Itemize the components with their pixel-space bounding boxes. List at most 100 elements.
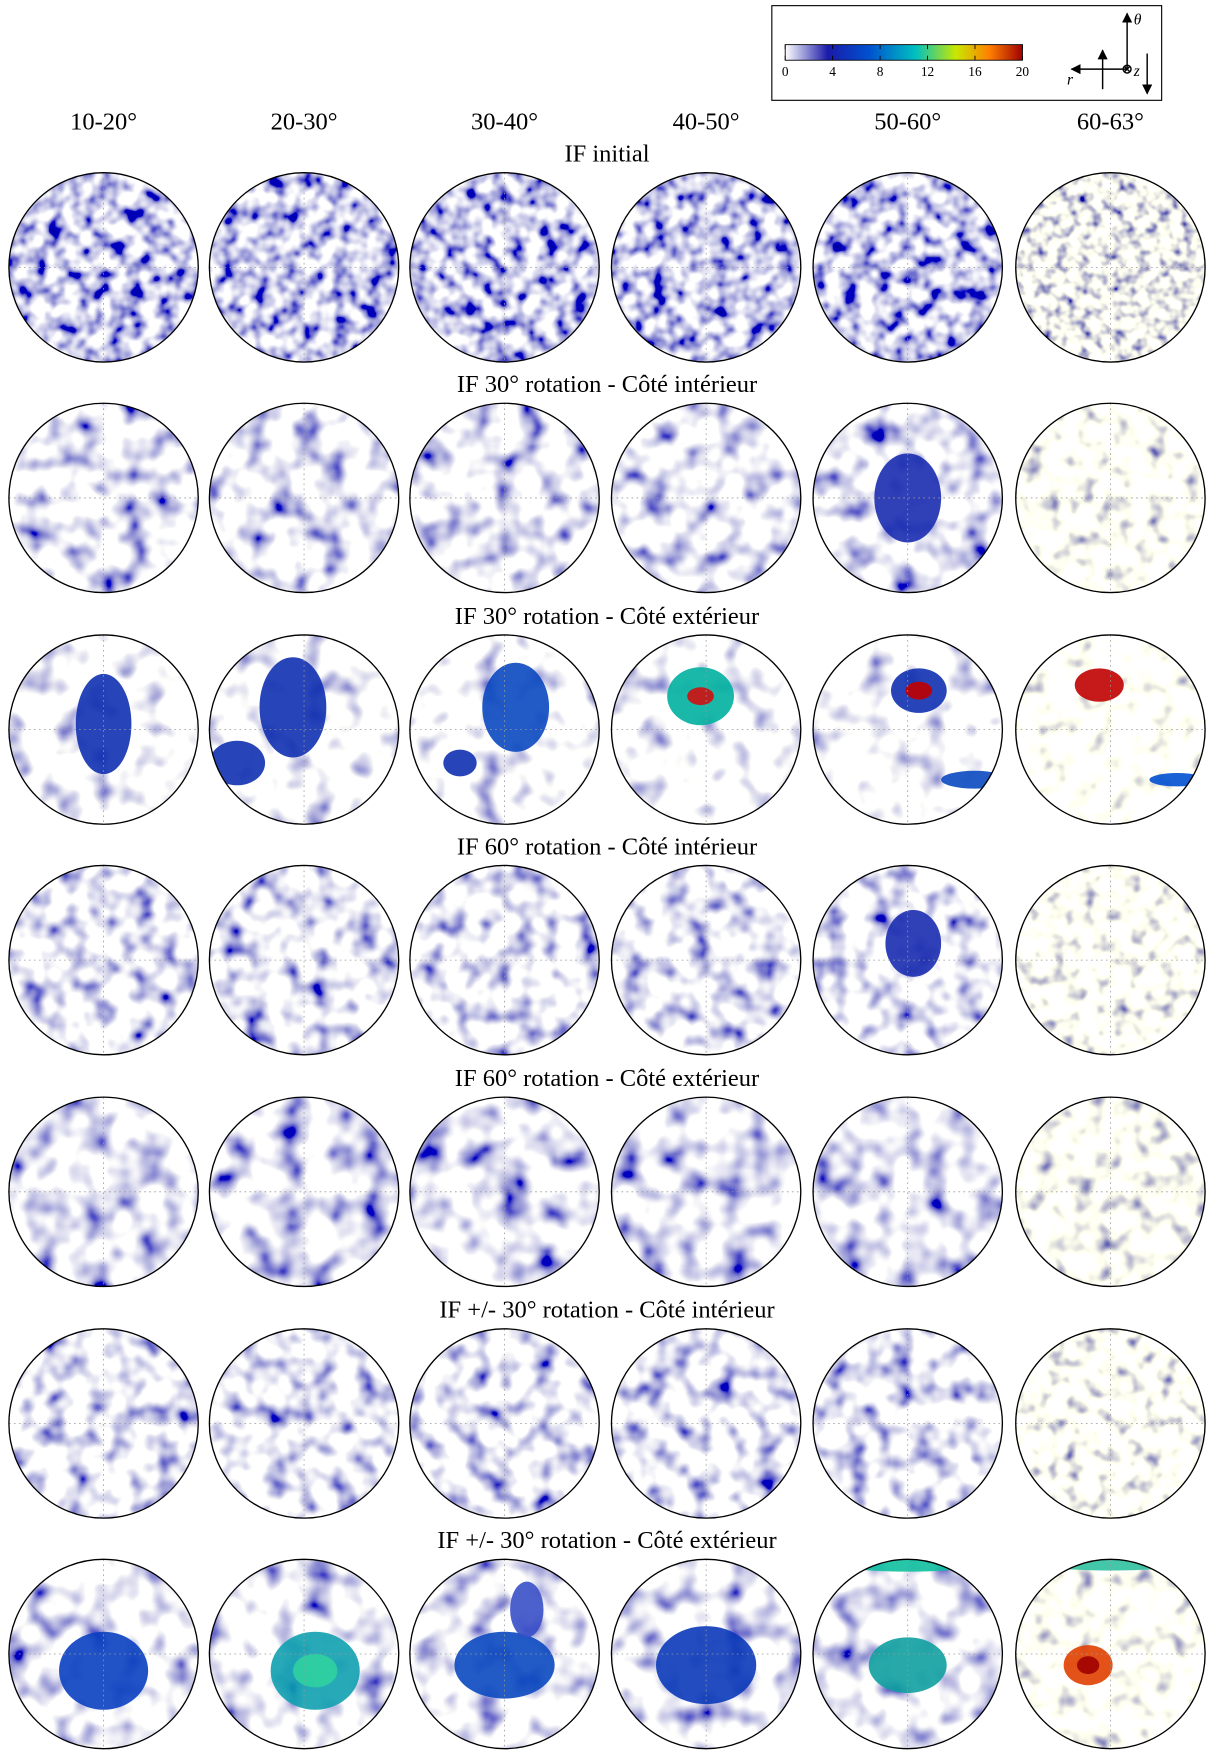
pole-figure-outline [208, 402, 400, 594]
pole-figure [1015, 403, 1206, 593]
intensity-spot [874, 453, 942, 543]
intensity-spot [482, 662, 550, 752]
pole-figure-outline [409, 172, 600, 363]
intensity-spot [75, 673, 132, 775]
axes-icon [1070, 12, 1153, 95]
pole-figure [409, 403, 600, 593]
pole-figure-outline [812, 1096, 1004, 1288]
pole-figure-outline [812, 634, 1004, 825]
column-label: 30-40° [471, 108, 538, 135]
pole-figure [611, 1097, 801, 1287]
pole-figure-outline [812, 172, 1004, 363]
pole-figure-outline [8, 402, 199, 594]
pole-figure-outline [409, 1328, 600, 1519]
pole-figure [1015, 1328, 1206, 1519]
pole-figure-outline [1015, 172, 1206, 363]
row-title: IF +/- 30° rotation - Côté intérieur [439, 1297, 774, 1324]
pole-figure [1015, 172, 1206, 363]
pole-figure-outline [812, 1558, 1004, 1750]
pole-figure-outline [8, 1096, 199, 1288]
pole-figure [8, 1097, 199, 1287]
pole-figure-outline [1015, 634, 1206, 825]
intensity-spot [885, 910, 942, 977]
pole-figure [611, 634, 801, 825]
pole-figure [813, 1097, 1003, 1287]
pole-figure-outline [610, 864, 802, 1056]
pole-figure-outline [409, 864, 600, 1056]
intensity-spot [443, 749, 477, 777]
pole-figure [813, 634, 1003, 825]
pole-figure-outline [409, 1096, 600, 1288]
pole-figure [1015, 1559, 1206, 1749]
pole-figure-outline [208, 1328, 400, 1519]
pole-figure [611, 1559, 801, 1749]
pole-figure [209, 634, 399, 825]
pole-figure-outline [610, 1558, 802, 1750]
pole-figure [611, 403, 801, 593]
intensity-spot [687, 687, 714, 706]
intensity-spot [1077, 1656, 1100, 1675]
pole-figure-outline [208, 1558, 400, 1750]
pole-figure [209, 403, 399, 593]
pole-figure-outline [409, 634, 600, 825]
pole-figure [611, 1328, 801, 1519]
intensity-spot [292, 1654, 338, 1688]
r-label: r [1067, 72, 1074, 89]
row-title: IF 30° rotation - Côté extérieur [455, 603, 759, 630]
pole-figure [209, 1097, 399, 1287]
pole-figure [1015, 1097, 1206, 1287]
colorbar [784, 44, 1023, 61]
pole-figure-outline [610, 1328, 802, 1519]
pole-figure-outline [8, 864, 199, 1056]
pole-figure [209, 1559, 399, 1749]
pole-figure [813, 403, 1003, 593]
pole-figure [409, 634, 600, 825]
row-title: IF initial [564, 141, 649, 168]
intensity-spot [905, 681, 933, 700]
pole-figure [209, 865, 399, 1055]
pole-figure-outline [812, 1328, 1004, 1519]
pole-figure [8, 1328, 199, 1519]
pole-figure [813, 1559, 1003, 1749]
pole-figure [1015, 865, 1206, 1055]
row-title: IF 60° rotation - Côté extérieur [455, 1065, 759, 1092]
pole-figure-outline [208, 172, 400, 363]
intensity-spot [941, 770, 1003, 789]
intensity-spot [259, 657, 327, 758]
pole-figure-outline [610, 634, 802, 825]
pole-figure [8, 172, 199, 363]
pole-figure [409, 865, 600, 1055]
colorbar-tick-label: 16 [968, 64, 982, 79]
pole-figure-outline [8, 1328, 199, 1519]
pole-figure [611, 865, 801, 1055]
pole-figure-outline [812, 864, 1004, 1056]
row-title: IF 60° rotation - Côté intérieur [457, 833, 757, 860]
pole-figure-outline [208, 864, 400, 1056]
intensity-spot [510, 1581, 544, 1638]
pole-figure-outline [1015, 864, 1206, 1056]
row-title: IF +/- 30° rotation - Côté extérieur [437, 1527, 776, 1554]
column-label: 60-63° [1077, 108, 1144, 135]
column-label: 20-30° [271, 108, 338, 135]
legend-box [771, 5, 1163, 101]
pole-figure [813, 172, 1003, 363]
pole-figure [813, 1328, 1003, 1519]
pole-figure-outline [409, 1558, 600, 1750]
pole-figure-outline [610, 1096, 802, 1288]
pole-figure-outline [8, 634, 199, 825]
pole-figure-outline [1015, 402, 1206, 594]
colorbar-tick-label: 4 [829, 64, 836, 79]
pole-figure [409, 172, 600, 363]
pole-figure [209, 172, 399, 363]
intensity-spot [1074, 668, 1124, 702]
pole-figure [409, 1328, 600, 1519]
colorbar-tick-label: 0 [782, 64, 789, 79]
pole-figure-outline [208, 1096, 400, 1288]
pole-figure [1015, 634, 1206, 825]
colorbar-tick-label: 12 [921, 64, 934, 79]
pole-figure-outline [8, 172, 199, 363]
pole-figure [209, 1328, 399, 1519]
pole-figure-outline [1015, 1558, 1206, 1750]
